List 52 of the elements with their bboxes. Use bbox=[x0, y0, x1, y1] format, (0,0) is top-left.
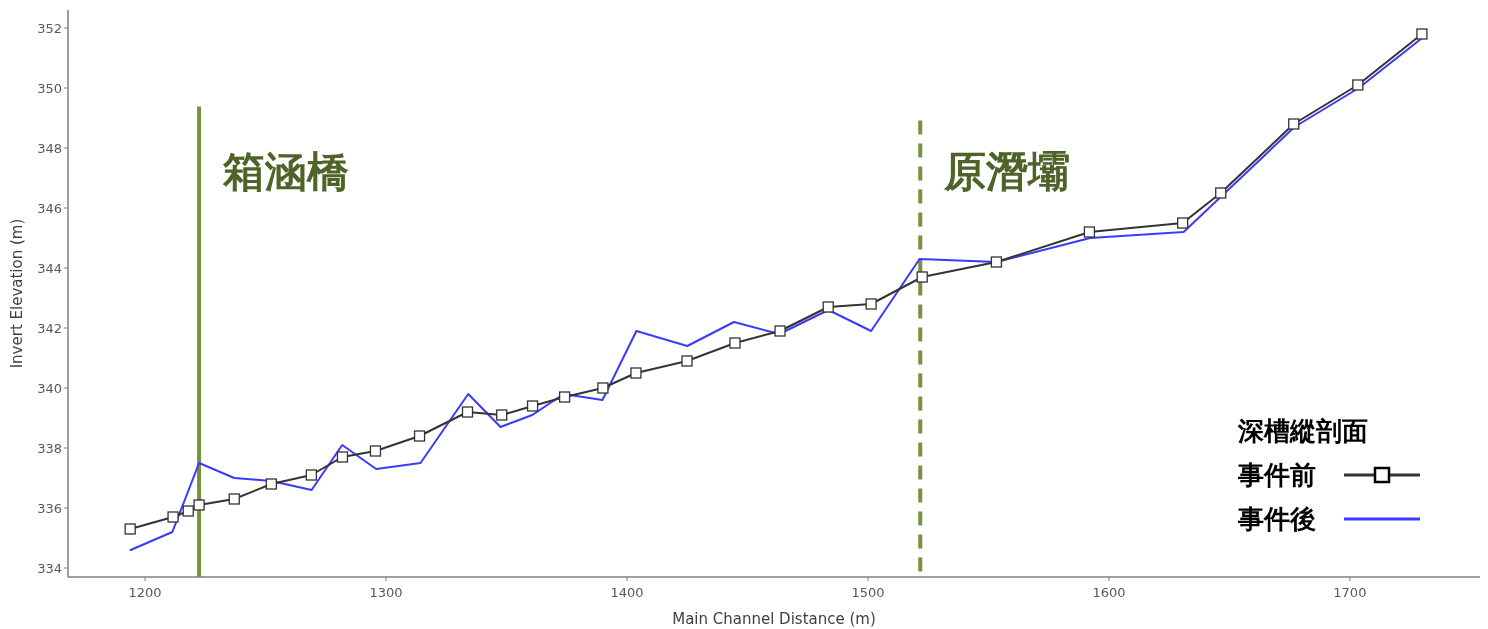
point bbox=[729, 337, 741, 349]
point bbox=[1215, 187, 1227, 199]
point bbox=[526, 400, 539, 412]
y-tick-label: 340 bbox=[37, 381, 62, 396]
point bbox=[461, 406, 474, 418]
x-tick-label: 1500 bbox=[851, 585, 885, 600]
point bbox=[182, 505, 194, 517]
point bbox=[865, 298, 877, 310]
point bbox=[124, 523, 136, 535]
point bbox=[558, 391, 571, 403]
point bbox=[193, 499, 205, 511]
point bbox=[597, 382, 609, 394]
point bbox=[1177, 217, 1189, 229]
point bbox=[630, 367, 642, 379]
point bbox=[1352, 79, 1364, 91]
y-tick-label: 352 bbox=[37, 21, 62, 36]
ref-line-label: 原潛壩 bbox=[943, 147, 1071, 196]
x-tick-label: 1400 bbox=[610, 585, 644, 600]
y-tick-label: 342 bbox=[37, 321, 62, 336]
point bbox=[822, 301, 834, 313]
x-tick-label: 1300 bbox=[369, 585, 403, 600]
y-tick-label: 350 bbox=[37, 81, 62, 96]
x-tick-label: 1700 bbox=[1333, 585, 1367, 600]
point bbox=[228, 493, 240, 505]
point bbox=[369, 445, 382, 457]
x-tick-label: 1600 bbox=[1092, 585, 1126, 600]
point bbox=[265, 478, 278, 490]
point bbox=[496, 409, 508, 421]
point bbox=[916, 271, 928, 283]
y-tick-label: 336 bbox=[37, 501, 62, 516]
point bbox=[167, 511, 179, 523]
y-tick-label: 344 bbox=[37, 261, 62, 276]
y-tick-label: 346 bbox=[37, 201, 62, 216]
point bbox=[681, 355, 693, 367]
ref-line-label: 箱涵橋 bbox=[222, 147, 350, 196]
point bbox=[990, 256, 1003, 268]
y-tick-label: 334 bbox=[37, 561, 62, 576]
point bbox=[413, 430, 426, 442]
point bbox=[305, 469, 318, 481]
point bbox=[1416, 28, 1428, 40]
point bbox=[1083, 226, 1096, 238]
legend-label: 事件後 bbox=[1237, 504, 1316, 534]
point bbox=[1288, 118, 1300, 130]
point bbox=[774, 325, 786, 337]
x-tick-label: 1200 bbox=[128, 585, 162, 600]
legend-title: 深槽縱剖面 bbox=[1237, 416, 1368, 446]
legend-label: 事件前 bbox=[1237, 460, 1316, 490]
point bbox=[336, 451, 349, 463]
x-axis-title: Main Channel Distance (m) bbox=[672, 610, 876, 628]
y-tick-label: 348 bbox=[37, 141, 62, 156]
y-tick-label: 338 bbox=[37, 441, 62, 456]
y-axis-title: Invert Elevation (m) bbox=[8, 218, 26, 369]
